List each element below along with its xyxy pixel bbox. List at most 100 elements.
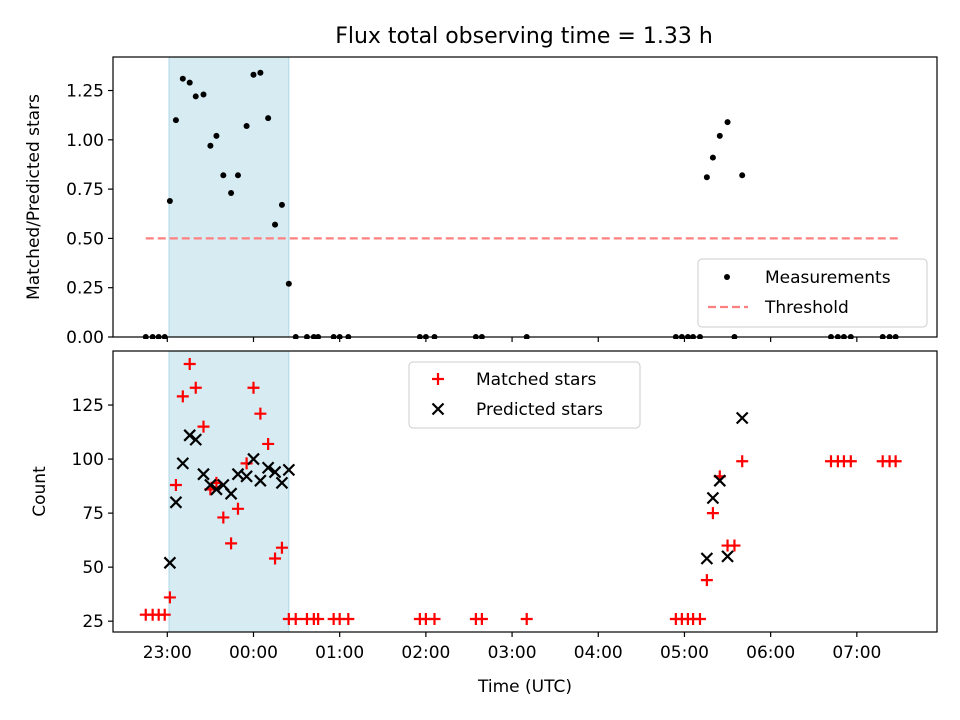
legend-box xyxy=(408,361,641,429)
matched-star-point xyxy=(693,613,706,626)
measurement-point xyxy=(265,115,272,122)
measurement-point xyxy=(731,334,738,339)
y-tick-label: 1.00 xyxy=(66,131,104,151)
y-tick-label: 1.25 xyxy=(66,82,104,102)
predicted-star-point xyxy=(240,470,253,483)
measurement-point xyxy=(149,334,156,339)
matched-star-point xyxy=(700,574,713,587)
legend-matched-label: Matched stars xyxy=(476,370,596,390)
predicted-star-point xyxy=(247,452,260,466)
measurement-point xyxy=(155,334,162,339)
matched-star-point xyxy=(706,507,719,520)
bottom-panel: 25 50 75 100 125 23:00 00:00 01:00 02:00 03:00 04:… xyxy=(30,350,938,697)
predicted-star-point xyxy=(721,550,734,563)
legend-box xyxy=(697,258,928,328)
predicted-star-point xyxy=(282,463,296,477)
measurement-point xyxy=(523,334,530,339)
axes-frame xyxy=(112,350,938,633)
legend-predicted-label: Predicted stars xyxy=(476,400,603,420)
measurement-point xyxy=(840,334,847,339)
measurement-point xyxy=(234,172,241,179)
predicted-star-point xyxy=(163,556,177,570)
measurement-point xyxy=(207,142,214,149)
y-tick-label: 0.25 xyxy=(66,279,104,299)
measurement-point xyxy=(847,334,854,339)
legend: Matched stars Predicted stars xyxy=(408,361,641,429)
matched-star-point xyxy=(262,437,275,450)
matched-star-point xyxy=(342,613,355,626)
matched-star-point xyxy=(176,390,189,403)
measurement-point xyxy=(220,172,227,179)
legend-predicted-marker xyxy=(431,402,445,416)
measurement-point xyxy=(336,334,343,339)
measurement-point xyxy=(228,190,235,197)
measurement-point xyxy=(886,334,893,339)
y-tick-label: 0.00 xyxy=(66,328,104,348)
measurement-point xyxy=(690,334,697,339)
measurement-point xyxy=(315,334,322,339)
matched-star-point xyxy=(736,455,749,468)
measurement-point xyxy=(724,119,731,126)
measurement-point xyxy=(879,334,886,339)
predicted-star-point xyxy=(183,429,196,442)
measurement-point xyxy=(330,334,337,339)
measurement-point xyxy=(186,79,193,86)
y-axis-label: Matched/Predicted stars xyxy=(24,94,44,300)
predicted-star-point xyxy=(176,457,190,470)
x-tick-label: 05:00 xyxy=(660,643,709,663)
measurement-point xyxy=(192,93,199,100)
matched-star-point xyxy=(520,613,533,626)
y-axis-label: Count xyxy=(30,466,50,517)
legend-measurement-marker xyxy=(724,274,730,280)
predicted-star-point xyxy=(713,474,727,487)
matched-star-point xyxy=(217,511,230,524)
measurement-point xyxy=(709,154,716,161)
y-tick-label: 125 xyxy=(72,396,104,416)
predicted-star-point xyxy=(254,474,267,487)
x-axis-label: Time (UTC) xyxy=(477,677,572,697)
measurement-point xyxy=(472,334,479,339)
measurement-point xyxy=(243,123,250,130)
x-tick-label: 01:00 xyxy=(315,643,364,663)
measurement-point xyxy=(422,334,429,339)
matched-star-point xyxy=(889,455,902,468)
measurement-point xyxy=(478,334,485,339)
measurement-point xyxy=(678,334,685,339)
predicted-star-point xyxy=(700,552,714,565)
x-tick-label: 03:00 xyxy=(488,643,537,663)
measurement-point xyxy=(213,132,220,139)
predicted-star-point xyxy=(261,461,275,475)
x-tick-label: 06:00 xyxy=(746,643,795,663)
predicted-star-point xyxy=(224,487,238,500)
predicted-star-point xyxy=(189,433,203,446)
shaded-interval xyxy=(168,56,290,338)
predicted-star-point xyxy=(735,411,749,425)
matched-star-point xyxy=(163,591,176,604)
measurement-point xyxy=(431,334,438,339)
x-tick-label: 00:00 xyxy=(229,643,278,663)
measurement-point xyxy=(161,334,168,339)
matched-star-point xyxy=(197,420,210,433)
matched-star-point xyxy=(312,613,325,626)
predicted-star-point xyxy=(169,496,183,509)
measurement-point xyxy=(716,132,723,139)
plot-area xyxy=(142,69,900,339)
measurement-point xyxy=(834,334,841,339)
measurement-point xyxy=(345,334,352,339)
measurement-point xyxy=(892,334,899,339)
measurement-point xyxy=(257,69,264,76)
top-panel: 0.00 0.25 0.50 0.75 1.00 1.25 Matched/Predicte… xyxy=(24,56,938,348)
measurement-point xyxy=(739,172,746,179)
legend-threshold-label: Threshold xyxy=(764,298,849,318)
plot-area xyxy=(139,357,902,626)
measurement-point xyxy=(285,280,292,287)
matched-star-point xyxy=(269,552,282,565)
chart-title: Flux total observing time = 1.33 h xyxy=(335,24,713,49)
y-tick-label: 0.50 xyxy=(66,229,104,249)
measurement-point xyxy=(827,334,834,339)
measurement-point xyxy=(703,174,710,181)
predicted-star-point xyxy=(210,483,223,496)
matched-star-point xyxy=(247,381,260,394)
measurement-point xyxy=(200,91,207,98)
